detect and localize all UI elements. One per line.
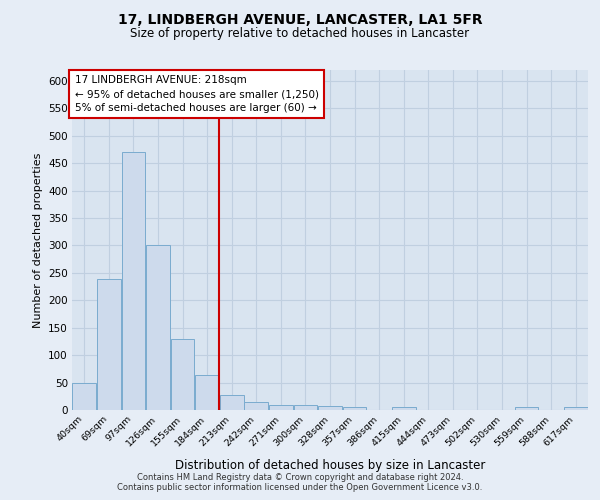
- Bar: [293, 404, 317, 410]
- Bar: [343, 408, 367, 410]
- Y-axis label: Number of detached properties: Number of detached properties: [32, 152, 43, 328]
- Bar: [195, 376, 219, 410]
- Bar: [392, 408, 416, 410]
- Bar: [146, 246, 170, 410]
- Text: Size of property relative to detached houses in Lancaster: Size of property relative to detached ho…: [130, 28, 470, 40]
- Bar: [515, 408, 538, 410]
- Bar: [97, 280, 121, 410]
- Bar: [170, 338, 194, 410]
- X-axis label: Distribution of detached houses by size in Lancaster: Distribution of detached houses by size …: [175, 459, 485, 472]
- Bar: [318, 406, 342, 410]
- Bar: [564, 408, 587, 410]
- Bar: [220, 394, 244, 410]
- Bar: [244, 402, 268, 410]
- Text: Contains public sector information licensed under the Open Government Licence v3: Contains public sector information licen…: [118, 482, 482, 492]
- Text: Contains HM Land Registry data © Crown copyright and database right 2024.: Contains HM Land Registry data © Crown c…: [137, 472, 463, 482]
- Bar: [269, 404, 293, 410]
- Text: 17, LINDBERGH AVENUE, LANCASTER, LA1 5FR: 17, LINDBERGH AVENUE, LANCASTER, LA1 5FR: [118, 12, 482, 26]
- Bar: [122, 152, 145, 410]
- Text: 17 LINDBERGH AVENUE: 218sqm
← 95% of detached houses are smaller (1,250)
5% of s: 17 LINDBERGH AVENUE: 218sqm ← 95% of det…: [74, 75, 319, 113]
- Bar: [73, 382, 96, 410]
